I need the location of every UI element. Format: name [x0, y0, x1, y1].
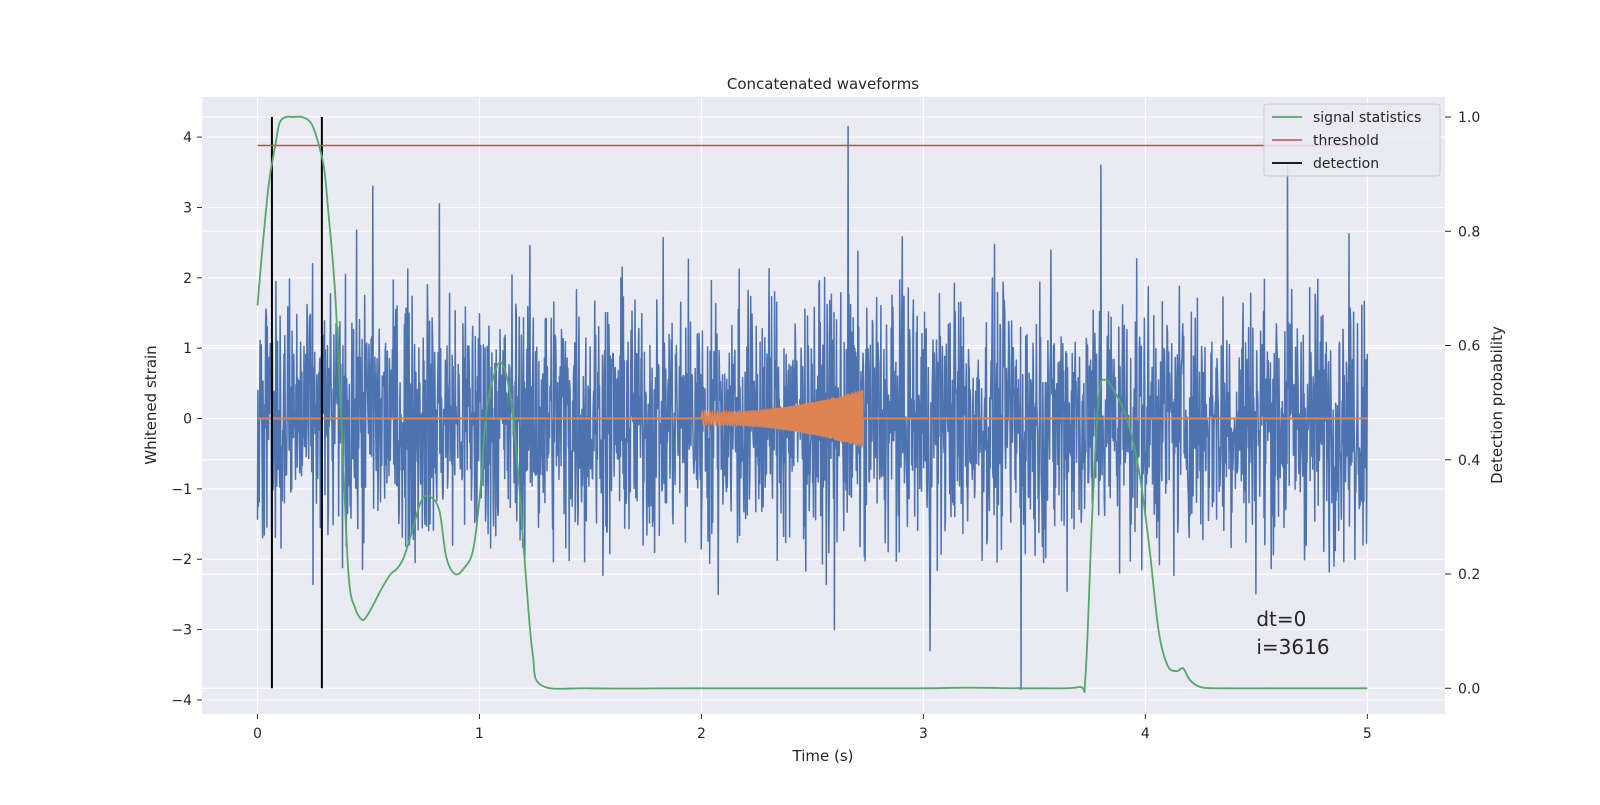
y2-tick-label-1: 0.2 — [1458, 567, 1480, 583]
y-tick-label-0: −4 — [171, 693, 192, 709]
x-tick-label-1: 1 — [475, 726, 484, 742]
y-tick-label-6: 2 — [183, 271, 192, 287]
y2-tick-label-3: 0.6 — [1458, 339, 1480, 355]
y-tick-label-8: 4 — [183, 130, 192, 146]
y-tick-label-2: −2 — [171, 552, 192, 568]
y2-tick-label-5: 1.0 — [1458, 110, 1480, 126]
x-tick-label-3: 3 — [919, 726, 928, 742]
annotation-index: i=3616 — [1256, 635, 1329, 659]
annotation-dt: dt=0 — [1256, 607, 1306, 631]
signal-statistics-line — [256, 115, 1368, 693]
legend-box — [1263, 103, 1441, 177]
y2-tick-label-2: 0.4 — [1458, 453, 1480, 469]
x-tick-label-4: 4 — [1141, 726, 1150, 742]
x-tick-label-5: 5 — [1363, 726, 1372, 742]
x-tick-label-0: 0 — [253, 726, 262, 742]
y2-axis-label: Detection probability — [1488, 326, 1506, 484]
x-tick-label-2: 2 — [697, 726, 706, 742]
y2-axis-ticks: 0.0 0.2 0.4 0.6 0.8 1.0 — [1445, 110, 1480, 697]
y-tick-label-7: 3 — [183, 200, 192, 216]
y2-tick-label-0: 0.0 — [1458, 681, 1480, 697]
y-tick-label-4: 0 — [183, 412, 192, 428]
y-axis-label: Whitened strain — [142, 345, 160, 464]
y-tick-label-5: 1 — [183, 341, 192, 357]
x-axis-label: Time (s) — [792, 747, 854, 765]
y-axis-ticks: −4 −3 −2 −1 0 1 2 3 4 — [171, 130, 202, 709]
legend-label-threshold: threshold — [1313, 133, 1379, 149]
legend: signal statistics threshold detection — [1263, 103, 1441, 177]
y-tick-label-3: −1 — [171, 482, 192, 498]
y-tick-label-1: −3 — [171, 623, 192, 639]
x-axis-ticks: 0 1 2 3 4 5 — [253, 714, 1372, 742]
chart-title: Concatenated waveforms — [727, 75, 919, 93]
detection-lines — [270, 116, 323, 689]
legend-label-signal-statistics: signal statistics — [1313, 110, 1421, 126]
template-chirp-series — [700, 389, 865, 448]
legend-label-detection: detection — [1313, 156, 1379, 172]
y2-tick-label-4: 0.8 — [1458, 224, 1480, 240]
plot-series — [256, 115, 1369, 693]
